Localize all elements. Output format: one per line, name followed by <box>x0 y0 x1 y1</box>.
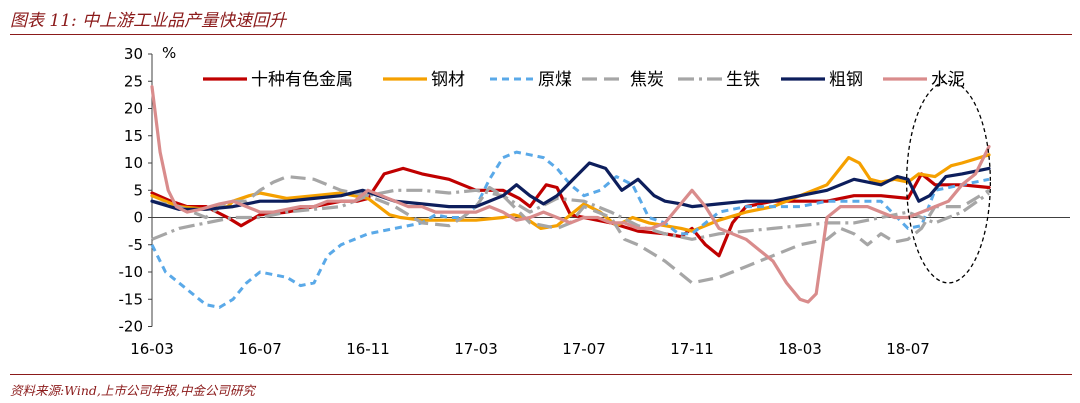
series-line <box>150 150 990 309</box>
y-tick-label: 30 <box>124 45 143 63</box>
x-tick-label: 16-03 <box>130 340 174 358</box>
y-tick-label: 20 <box>124 100 143 118</box>
legend-label: 水泥 <box>931 70 965 90</box>
x-tick-label: 16-11 <box>346 340 390 358</box>
series-line <box>150 85 991 304</box>
highlight-ellipse <box>906 80 992 284</box>
legend-label: 原煤 <box>538 70 572 90</box>
series-line <box>150 161 991 211</box>
x-tick-label: 17-11 <box>670 340 714 358</box>
y-tick-label: -10 <box>119 263 144 281</box>
legend-label: 钢材 <box>431 70 465 90</box>
y-tick-label: -5 <box>128 236 143 254</box>
legend-label: 焦炭 <box>630 70 664 90</box>
title-rule <box>10 34 1072 35</box>
figure-title: 图表 11: 中上游工业品产量快速回升 <box>10 11 287 31</box>
y-tick-label: -15 <box>119 290 144 308</box>
legend-label: 生铁 <box>726 70 760 90</box>
x-tick-label: 18-03 <box>778 340 822 358</box>
legend-label: 十种有色金属 <box>251 70 353 90</box>
source-note: 资料来源:Wind,上市公司年报,中金公司研究 <box>10 383 255 398</box>
source-rule <box>10 374 1072 375</box>
y-tick-label: 15 <box>124 127 143 145</box>
legend-label: 粗钢 <box>829 70 863 90</box>
y-tick-label: 5 <box>133 181 143 199</box>
x-tick-label: 17-07 <box>562 340 606 358</box>
y-tick-label: 0 <box>133 209 143 227</box>
y-tick-label: 10 <box>124 154 143 172</box>
series-line <box>151 175 990 285</box>
line-chart: -20 -15 -10 -5 0 5 10 15 20 25 30 % 16-03 16-07 16-11 1… <box>119 44 1070 358</box>
x-tick-label: 16-07 <box>238 340 282 358</box>
series-line <box>150 153 991 233</box>
y-tick-label: -20 <box>119 318 144 336</box>
x-tick-label: 18-07 <box>886 340 930 358</box>
x-tick-label: 17-03 <box>454 340 498 358</box>
y-axis-label: % <box>162 44 176 62</box>
y-tick-label: 25 <box>124 72 143 90</box>
